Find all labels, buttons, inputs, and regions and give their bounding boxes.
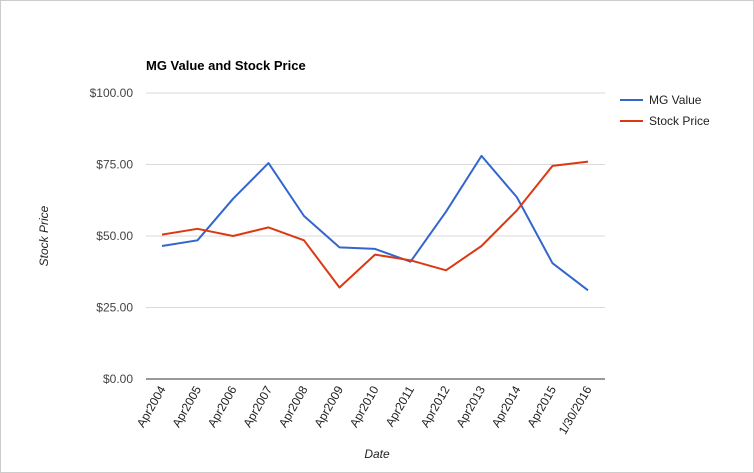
series-lines xyxy=(161,154,589,292)
y-axis-ticks: $0.00 $25.00 $50.00 $75.00 $100.00 xyxy=(90,86,134,386)
legend-label: MG Value xyxy=(649,93,702,107)
y-tick-label: $75.00 xyxy=(96,158,133,172)
y-axis-title: Stock Price xyxy=(37,205,51,266)
y-tick-label: $25.00 xyxy=(96,301,133,315)
legend-label: Stock Price xyxy=(649,114,710,128)
y-tick-label: $100.00 xyxy=(90,86,134,100)
legend: MG Value Stock Price xyxy=(620,93,710,128)
gridlines xyxy=(146,92,605,380)
y-tick-label: $50.00 xyxy=(96,229,133,243)
y-tick-label: $0.00 xyxy=(103,372,133,386)
chart-title: MG Value and Stock Price xyxy=(146,58,306,73)
series-line-stock-price xyxy=(161,160,589,289)
x-axis-title: Date xyxy=(364,447,390,461)
series-line-mg-value xyxy=(161,154,589,292)
